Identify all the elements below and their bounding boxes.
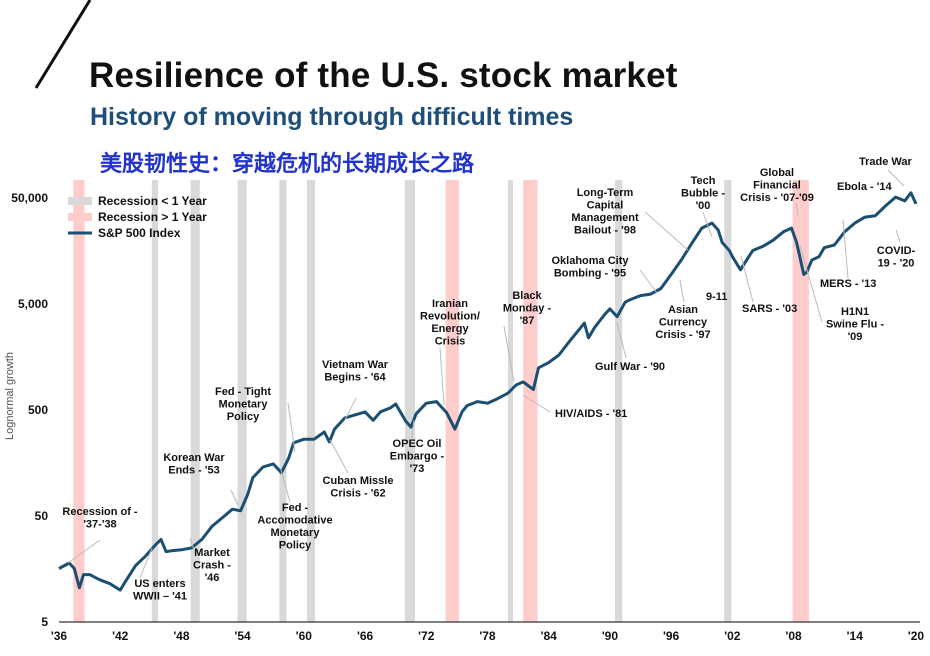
annotation-leader-line	[895, 229, 901, 243]
recession-band-short	[237, 180, 247, 622]
legend-label: S&P 500 Index	[98, 226, 181, 240]
event-annotation: US enters WWII – '41	[133, 578, 187, 603]
event-annotation: Cuban Missle Crisis - '62	[323, 475, 394, 500]
annotation-leader-line	[287, 402, 296, 453]
legend-swatch-long	[68, 213, 92, 221]
sp500-series	[58, 191, 918, 592]
x-tick-label: '36	[51, 629, 68, 643]
x-tick-label: '72	[418, 629, 435, 643]
annotation-leader-line	[411, 419, 415, 439]
recession-band-short	[151, 180, 158, 622]
recession-band-short	[190, 180, 200, 622]
annotation-leader-line	[679, 279, 685, 303]
event-annotation: Tech Bubble -'00	[681, 175, 725, 212]
annotation-leader-line	[842, 219, 849, 279]
legend-label: Recession > 1 Year	[98, 210, 207, 224]
page-subtitle: History of moving through difficult time…	[90, 103, 574, 131]
annotation-leader-line	[795, 202, 799, 216]
recession-band-short	[615, 180, 623, 622]
annotation-leader-line	[344, 397, 357, 421]
axes: 5 50 500 5,000 50,000 '36 '42 '48 '54 '60 '66 '72 '7…	[4, 191, 924, 643]
legend: Recession < 1 Year Recession > 1 Year S&P …	[68, 194, 207, 240]
event-annotation: 9-11	[706, 291, 727, 303]
legend-swatch-short	[68, 197, 92, 205]
recession-band-long	[792, 180, 809, 622]
annotation-leader-line	[329, 439, 349, 474]
event-annotation: Recession of -'37-'38	[62, 506, 138, 531]
annotation-leader-line	[522, 394, 551, 413]
y-tick-label: 50	[35, 509, 49, 523]
event-annotation: Ebola - '14	[837, 181, 892, 193]
event-annotation: MERS - '13	[820, 278, 876, 290]
annotation-leader-line	[439, 347, 445, 406]
event-annotation: Black Monday -'87	[503, 290, 552, 327]
x-tick-label: '66	[357, 629, 374, 643]
y-tick-label: 5,000	[18, 297, 48, 311]
event-annotation: Iranian Revolution/Energy Crisis	[420, 298, 480, 348]
y-tick-label: 5	[41, 615, 48, 629]
x-tick-label: '90	[602, 629, 619, 643]
event-annotation: Korean War Ends - '53	[163, 452, 225, 477]
annotation-leader-line	[799, 245, 823, 323]
event-annotation: Fed -Accomodative Monetary Policy	[257, 502, 332, 552]
event-annotation: COVID-19 - '20	[877, 245, 916, 270]
x-tick-label: '08	[785, 629, 802, 643]
y-tick-label: 500	[28, 403, 48, 417]
annotation-leader-line	[639, 269, 658, 294]
annotation-leader-line	[616, 321, 627, 359]
x-tick-label: '96	[663, 629, 680, 643]
x-tick-label: '42	[112, 629, 129, 643]
event-annotation: Market Crash -'46	[193, 547, 231, 584]
annotation-leader-line	[280, 469, 291, 503]
event-annotation: Trade War	[859, 156, 912, 168]
sp500-line	[58, 191, 918, 592]
recession-band-short	[306, 180, 316, 622]
event-annotation: Global Financial Crisis - '07-'09	[740, 167, 814, 204]
x-tick-label: '84	[541, 629, 558, 643]
annotation-leader-line	[67, 539, 101, 564]
annotation-leader-line	[887, 169, 905, 187]
event-annotation: Oklahoma City Bombing - '95	[551, 255, 629, 280]
annotation-leader-line	[644, 211, 689, 251]
x-tick-label: '54	[235, 629, 252, 643]
event-annotation: SARS - '03	[742, 303, 797, 315]
decorative-slash	[34, 0, 92, 89]
annotation-leader-line	[230, 489, 239, 506]
annotation-leader-line	[740, 255, 754, 303]
x-tick-label: '20	[908, 629, 925, 643]
x-tick-label: '14	[847, 629, 864, 643]
page-subtitle-chinese: 美股韧性史：穿越危机的长期成长之路	[100, 152, 475, 177]
recession-band-long	[523, 180, 538, 622]
legend-label: Recession < 1 Year	[98, 194, 207, 208]
annotation-leader-line	[503, 325, 515, 383]
recession-band-short	[507, 180, 514, 622]
recession-band-long	[73, 180, 85, 622]
recession-band-short	[279, 180, 287, 622]
x-tick-label: '48	[173, 629, 190, 643]
event-annotation: HIV/AIDS - '81	[555, 408, 627, 420]
recession-band-long	[445, 180, 459, 622]
event-annotation: H1N1 Swine Flu -'09	[826, 306, 884, 343]
event-annotation: Vietnam War Begins - '64	[322, 359, 389, 384]
recession-band-short	[724, 180, 732, 622]
recession-band-short	[404, 180, 416, 622]
event-annotation: Asian Currency Crisis - '97	[655, 304, 710, 341]
event-annotations: Recession of -'37-'38 US enters WWII – '41…	[62, 156, 915, 603]
event-annotation: OPEC Oil Embargo -'73	[390, 438, 445, 475]
event-annotation: Long-Term Capital Management Bailout - '98	[571, 187, 639, 237]
annotation-leader-line	[189, 537, 197, 557]
recession-bands	[73, 180, 809, 622]
page-title: Resilience of the U.S. stock market	[89, 56, 678, 95]
annotation-leader-line	[702, 211, 713, 238]
event-annotation: Fed - Tight Monetary Policy	[215, 386, 271, 423]
event-annotation: Gulf War - '90	[595, 361, 665, 373]
annotation-leader-line	[139, 547, 153, 579]
x-tick-label: '78	[479, 629, 496, 643]
x-tick-label: '02	[724, 629, 741, 643]
y-axis-label: Lognormal growth	[4, 352, 16, 440]
x-tick-label: '60	[296, 629, 313, 643]
y-tick-label: 50,000	[11, 191, 48, 205]
